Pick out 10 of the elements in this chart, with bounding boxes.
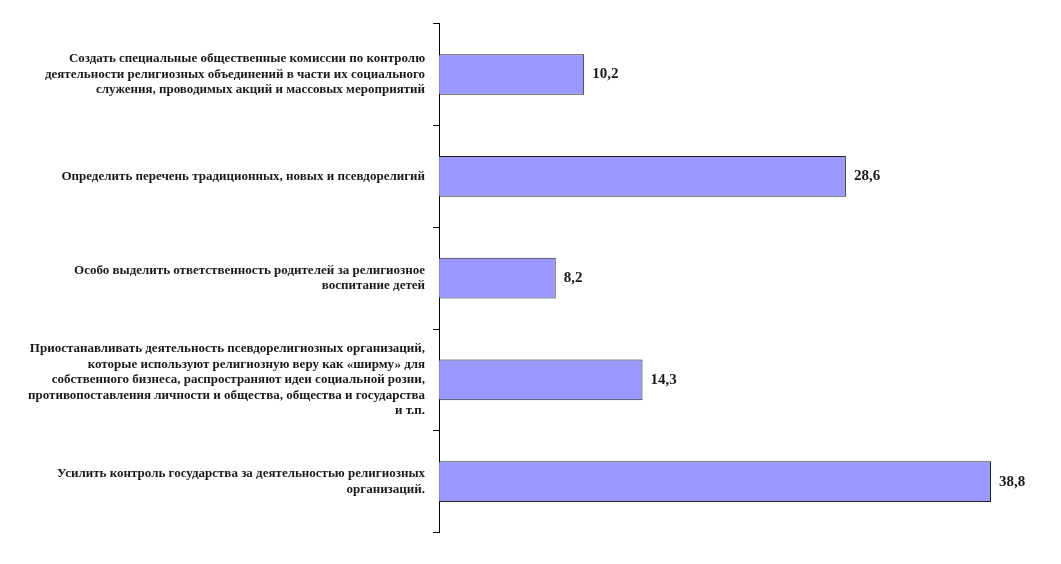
data-label: 8,2 <box>563 268 583 285</box>
data-label: 28,6 <box>853 167 881 184</box>
y-tick-label: Приостанавливать деятельность псевдорелигиозных организаций, которые используют религиозную веру как «ширму» для собственного бизнеса, распространяют идеи социальной розни, противопоставления личности и общества, общества и государства и т.п. <box>27 340 426 418</box>
data-label: 14,3 <box>650 370 677 387</box>
y-tick-label: Определить перечень традиционных, новых и псевдорелигий <box>61 167 426 183</box>
data-label: 38,8 <box>999 472 1026 489</box>
y-tick-label: Создать специальные общественные комиссии по контролю деятельности религиозных объединений в части их социального служения, проводимых акций и массовых мероприятий <box>44 50 426 97</box>
y-tick-label: Особо выделить ответственность родителей за религиозное воспитание детей <box>74 261 426 293</box>
data-label: 10,2 <box>592 65 619 82</box>
y-tick-label: Усилить контроль государства за деятельностью религиозных организаций. <box>57 465 426 496</box>
